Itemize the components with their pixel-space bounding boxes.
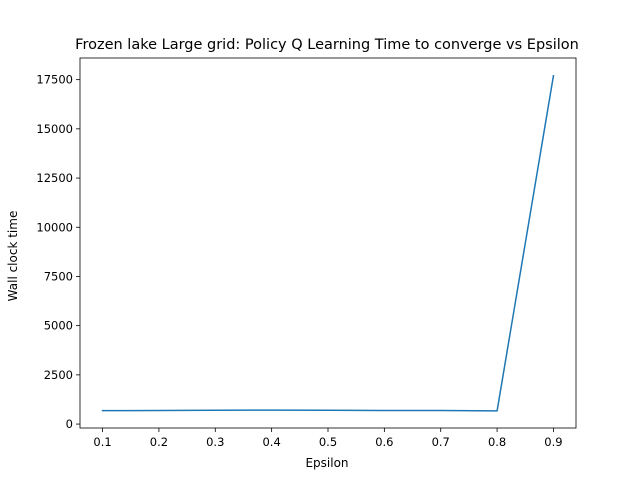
x-tick-label: 0.3 [206, 435, 224, 449]
series-line-0 [101, 74, 555, 412]
y-tick-label: 2500 [44, 368, 73, 382]
y-tick-label: 12500 [36, 171, 73, 185]
y-tick-label: 15000 [36, 122, 73, 136]
plot-area: 0.1 0.2 0.3 0.4 0.5 0.6 0.7 0.8 0.9 0 2500 5000 7500… [36, 57, 577, 449]
y-axis-label: Wall clock time [6, 211, 20, 302]
x-tick-label: 0.5 [319, 435, 337, 449]
x-tick-label: 0.1 [93, 435, 111, 449]
x-tick-label: 0.6 [375, 435, 393, 449]
x-tick-label: 0.8 [488, 435, 506, 449]
x-axis-label: Epsilon [305, 456, 348, 470]
y-tick-label: 10000 [36, 220, 73, 234]
x-tick-label: 0.2 [150, 435, 168, 449]
y-tick-label: 17500 [36, 73, 73, 87]
x-tick-label: 0.4 [262, 435, 280, 449]
chart-title: Frozen lake Large grid: Policy Q Learnin… [75, 37, 579, 53]
y-tick-label: 7500 [44, 269, 73, 283]
x-tick-label: 0.7 [432, 435, 450, 449]
axes-frame [79, 57, 577, 429]
y-tick-label: 0 [66, 417, 73, 431]
x-tick-label: 0.9 [544, 435, 562, 449]
y-tick-label: 5000 [44, 319, 73, 333]
